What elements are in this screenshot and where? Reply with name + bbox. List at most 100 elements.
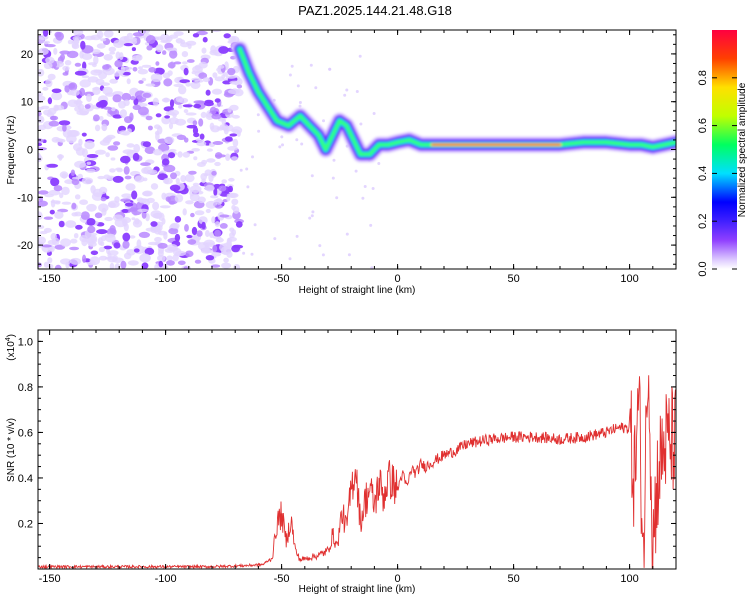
spectrogram-noise-blob bbox=[280, 135, 284, 139]
spectrogram-noise-blob bbox=[201, 221, 206, 230]
spectrogram-noise-blob bbox=[125, 202, 134, 207]
spectrogram-noise-blob bbox=[120, 260, 127, 269]
spectrogram-noise-blob bbox=[152, 149, 163, 156]
spectrogram-noise-blob bbox=[62, 65, 70, 71]
spectrogram-noise-blob bbox=[209, 49, 219, 56]
colorbar-tick-label: 0.8 bbox=[697, 70, 709, 85]
spectrogram-noise-blob bbox=[131, 217, 136, 221]
spectrogram-noise-blob bbox=[214, 161, 221, 167]
spectrogram-noise-blob bbox=[142, 191, 152, 197]
snr-scale-prefix: (x10 bbox=[6, 341, 17, 361]
spectrogram-noise-blob bbox=[196, 230, 203, 237]
spectrogram-noise-blob bbox=[210, 195, 219, 199]
spectrogram-noise-blob bbox=[183, 266, 189, 269]
colorbar-tick-label: 0.4 bbox=[697, 166, 709, 181]
spectrogram-noise-blob bbox=[165, 111, 175, 116]
spectrogram-noise-blob bbox=[62, 72, 69, 76]
spectrogram-noise-blob bbox=[205, 230, 210, 237]
spectrogram-noise-blob bbox=[232, 114, 240, 119]
spectrogram-noise-blob bbox=[73, 233, 79, 239]
spectrogram-noise-blob bbox=[112, 94, 122, 103]
spectrogram-noise-blob bbox=[174, 194, 184, 203]
spectrogram-noise-blob bbox=[172, 254, 179, 262]
svg-text:(x104): (x104) bbox=[5, 334, 17, 361]
spectrogram-noise-blob bbox=[98, 246, 106, 253]
spectrogram-noise-blob bbox=[154, 213, 162, 219]
spectrogram-noise-blob bbox=[97, 175, 105, 180]
spectrogram-noise-blob bbox=[184, 174, 195, 183]
spectrogram-noise-blob bbox=[58, 220, 65, 228]
spectrogram-noise-blob bbox=[191, 148, 200, 152]
spectrogram-noise-blob bbox=[169, 34, 179, 39]
spectrogram-noise-blob bbox=[64, 60, 72, 66]
spectrogram-noise-blob bbox=[310, 214, 314, 218]
spectrogram-noise-blob bbox=[198, 216, 208, 225]
spectrogram-noise-blob bbox=[183, 67, 189, 76]
spectrogram-noise-blob bbox=[200, 173, 207, 181]
spectrogram-noise-blob bbox=[361, 196, 365, 200]
spectrogram-noise-blob bbox=[116, 168, 123, 173]
spectrogram-noise-blob bbox=[142, 92, 152, 98]
spectrogram-noise-blob bbox=[113, 242, 121, 249]
spectrogram-noise-blob bbox=[194, 210, 205, 216]
spectrogram-noise-blob bbox=[62, 124, 67, 132]
spectrogram-noise-blob bbox=[38, 262, 42, 268]
spectrogram-noise-blob bbox=[251, 155, 254, 159]
spectrogram-noise-blob bbox=[183, 137, 189, 143]
spectrogram-noise-blob bbox=[70, 169, 76, 177]
spectrogram-noise-blob bbox=[257, 129, 261, 133]
spectrogram-noise-blob bbox=[38, 153, 42, 162]
spectrogram-noise-blob bbox=[193, 156, 198, 161]
spectrogram-noise-blob bbox=[100, 99, 108, 107]
spectrogram-noise-blob bbox=[45, 56, 55, 64]
spectrogram-noise-blob bbox=[227, 67, 236, 76]
spectrogram-noise-blob bbox=[71, 40, 79, 49]
spectrogram-noise-blob bbox=[141, 77, 147, 82]
spectrogram-noise-blob bbox=[167, 244, 178, 251]
spectrogram-noise-blob bbox=[122, 232, 131, 242]
spectrogram-noise-blob bbox=[139, 253, 151, 263]
spectrogram-noise-blob bbox=[134, 218, 140, 225]
spectrogram-noise-blob bbox=[192, 33, 200, 38]
spectrogram-noise-blob bbox=[153, 67, 165, 76]
spectrogram-noise-blob bbox=[231, 156, 238, 161]
spectrogram-noise-blob bbox=[102, 64, 110, 70]
spectrogram-noise-blob bbox=[71, 212, 78, 217]
spectrogram-noise-blob bbox=[107, 202, 116, 209]
spectrogram-noise-blob bbox=[215, 154, 227, 158]
snr-x-tick-label: 0 bbox=[395, 573, 401, 585]
spectrogram-noise-blob bbox=[39, 230, 48, 235]
spectrogram-noise-blob bbox=[109, 168, 116, 173]
spectrogram-noise-blob bbox=[99, 139, 110, 146]
spectrogram-noise-blob bbox=[94, 124, 101, 132]
spectrogram-noise-blob bbox=[121, 216, 132, 224]
spectrogram-noise-blob bbox=[92, 87, 101, 91]
spectrogram-noise-blob bbox=[227, 146, 239, 151]
spectrogram-noise-blob bbox=[204, 184, 215, 192]
spectrogram-noise-blob bbox=[38, 111, 42, 117]
spectrogram-noise-blob bbox=[219, 124, 229, 131]
spectrogram-noise-blob bbox=[50, 200, 61, 204]
spectrogram-noise-blob bbox=[49, 115, 59, 121]
spectrogram-noise-blob bbox=[256, 113, 260, 117]
spectrogram-noise-blob bbox=[59, 258, 72, 265]
spectrogram-noise-blob bbox=[186, 124, 198, 129]
spectrogram-noise-blob bbox=[209, 122, 215, 130]
spectrogram-noise-blob bbox=[68, 83, 76, 89]
snr-y-tick-label: 0.4 bbox=[18, 473, 33, 485]
spectrogram-noise-blob bbox=[147, 125, 153, 131]
spectrogram-noise-blob bbox=[79, 87, 85, 97]
spectrogram-noise-blob bbox=[183, 109, 189, 114]
spectrogram-noise-blob bbox=[298, 101, 302, 104]
spectrogram-noise-blob bbox=[318, 244, 322, 248]
spectrogram-noise-blob bbox=[219, 214, 230, 218]
spectrogram-noise-blob bbox=[363, 185, 367, 188]
spectrogram-noise-blob bbox=[178, 104, 183, 109]
spectrogram-noise-blob bbox=[130, 96, 136, 101]
spectrogram-noise-blob bbox=[146, 197, 155, 204]
spectrogram-noise-blob bbox=[215, 198, 223, 205]
spectrogram-noise-blob bbox=[44, 193, 54, 198]
spectrogram-noise-blob bbox=[189, 193, 200, 202]
spectrogram-noise-blob bbox=[161, 192, 167, 200]
spectrogram-noise-blob bbox=[131, 55, 142, 62]
